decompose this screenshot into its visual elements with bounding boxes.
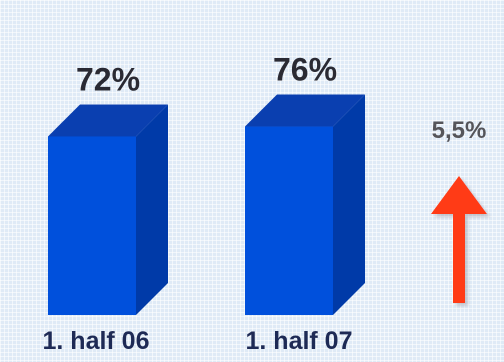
bar-top [245,94,365,127]
bar-front [48,136,136,315]
category-label: 1. half 07 [246,327,353,355]
category-label: 1. half 06 [43,327,150,355]
arrow-up-icon [431,176,487,303]
increase-label: 5,5% [432,117,487,144]
data-label: 72% [76,61,140,97]
bar-2 [245,94,365,316]
bar-front [245,126,333,316]
increase-arrow: 5,5% [431,117,487,303]
data-label: 76% [273,52,337,88]
bar-side [333,94,365,316]
bar-top [48,104,168,137]
bar-side [136,104,168,315]
bar-1 [48,104,168,315]
